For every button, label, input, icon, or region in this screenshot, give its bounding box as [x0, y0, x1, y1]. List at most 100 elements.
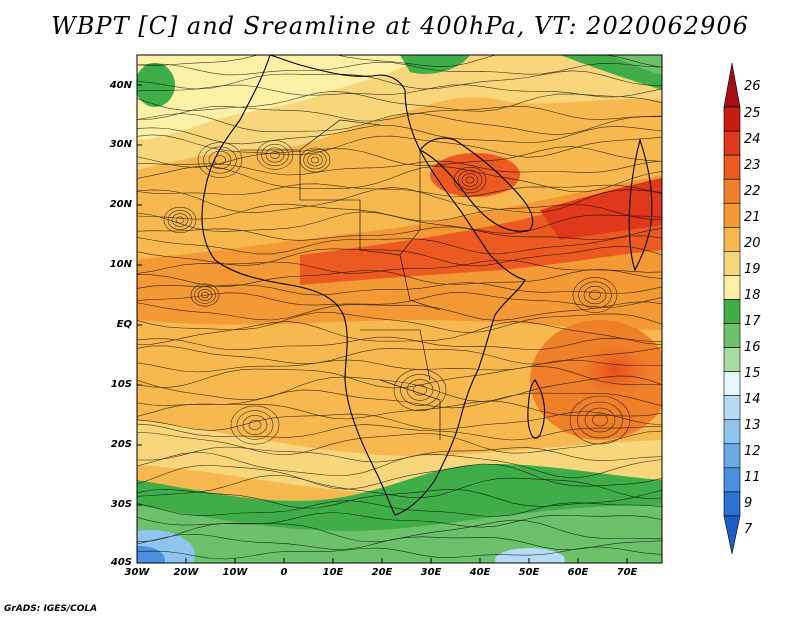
- colorbar-segment: [723, 467, 741, 493]
- lon-label: 20E: [371, 567, 393, 578]
- streamline: [137, 301, 662, 321]
- colorbar-label: 18: [744, 288, 761, 303]
- streamline-vortex: [310, 156, 320, 164]
- colorbar-label: 21: [744, 210, 761, 225]
- wbpt-hottest-band: [540, 178, 662, 240]
- colorbar: [723, 62, 741, 555]
- streamline-vortex: [577, 401, 623, 439]
- lat-label: 30S: [110, 499, 132, 510]
- streamline-vortex: [583, 285, 607, 305]
- streamline-vortex: [461, 173, 479, 187]
- streamline-vortex: [569, 395, 631, 445]
- streamline-vortex: [265, 147, 285, 163]
- madagascar-coastline: [527, 379, 546, 439]
- streamline: [137, 112, 662, 136]
- colorbar-segment: [723, 371, 741, 396]
- colorbar-label: 25: [744, 106, 761, 121]
- streamline-vortex: [406, 379, 434, 401]
- streamline: [137, 160, 662, 176]
- streamline-vortex: [197, 142, 243, 178]
- wbpt-cold-sw-core: [137, 546, 165, 563]
- wbpt-north-green-e2: [610, 55, 662, 75]
- streamline-vortex: [270, 151, 280, 159]
- wbpt-cold-s: [495, 548, 565, 563]
- lat-label: EQ: [116, 319, 132, 330]
- streamline: [137, 84, 662, 98]
- plot-title: WBPT [C] and Sreamline at 400hPa, VT: 20…: [51, 12, 749, 40]
- streamline: [137, 183, 662, 198]
- streamline: [137, 125, 662, 145]
- colorbar-segment: [723, 299, 741, 324]
- wbpt-north-palest: [137, 55, 420, 140]
- streamline-vortex: [256, 140, 294, 170]
- colorbar-label: 15: [744, 366, 761, 381]
- streamline: [137, 282, 662, 296]
- streamline: [137, 226, 662, 241]
- lat-label: 40S: [110, 557, 132, 568]
- streamline: [137, 488, 662, 509]
- streamline-vortex: [307, 153, 323, 167]
- colorbar-segment: [723, 419, 741, 445]
- streamline-vortex: [163, 206, 197, 234]
- streamline: [137, 245, 662, 267]
- streamline-vortex: [465, 176, 475, 184]
- streamline-vortex: [572, 277, 618, 313]
- wbpt-indian-ocean-core: [580, 345, 650, 395]
- streamline-vortex: [201, 291, 209, 299]
- colorbar-label: 26: [744, 79, 761, 94]
- colorbar-segment: [723, 275, 741, 300]
- colorbar-label: 9: [744, 496, 753, 511]
- colorbar-segment: [723, 62, 741, 108]
- streamline: [137, 451, 662, 479]
- lon-label: 30W: [124, 567, 150, 578]
- streamline: [137, 55, 662, 68]
- wbpt-north-green-c: [400, 55, 470, 75]
- streamline-vortex: [236, 410, 274, 440]
- streamline: [137, 411, 662, 431]
- streamline-vortex: [261, 143, 289, 167]
- streamline-vortex: [393, 368, 447, 412]
- lat-label: 40N: [109, 80, 132, 91]
- wbpt-hot-band: [300, 180, 662, 285]
- lon-label: 20W: [173, 567, 199, 578]
- streamline-vortex: [592, 413, 608, 427]
- streamline: [137, 359, 662, 373]
- plot-frame: [136, 54, 663, 564]
- streamline: [137, 365, 662, 389]
- streamline: [137, 423, 662, 441]
- colorbar-segment: [723, 443, 741, 469]
- streamline: [137, 512, 662, 528]
- colorbar-segment: [723, 202, 741, 228]
- streamline: [137, 90, 662, 112]
- lon-label: 0: [280, 567, 288, 578]
- streamline-vortex: [457, 170, 483, 190]
- streamline-vortex: [197, 289, 213, 301]
- streamline: [137, 105, 662, 122]
- lat-label: 20S: [110, 439, 132, 450]
- lon-label: 10E: [322, 567, 344, 578]
- streamline: [137, 259, 662, 274]
- coastlines: [201, 55, 653, 516]
- colorbar-label: 7: [744, 522, 753, 537]
- lon-label: 70E: [616, 567, 638, 578]
- streamline-vortex: [248, 419, 262, 431]
- lat-label: 20N: [109, 199, 132, 210]
- lat-label: 30N: [109, 139, 132, 150]
- lat-label: 10N: [109, 259, 132, 270]
- colorbar-segment: [723, 395, 741, 421]
- streamline-vortex: [208, 150, 232, 170]
- streamline: [137, 70, 662, 90]
- streamline-vortex: [230, 405, 280, 445]
- colorbar-label: 22: [744, 184, 761, 199]
- streamline-vortex: [203, 146, 237, 174]
- streamline: [137, 312, 662, 334]
- streamline: [137, 463, 662, 490]
- streamline: [137, 336, 662, 351]
- colorbar-label: 23: [744, 158, 761, 173]
- streamline-vortex: [175, 216, 185, 224]
- streamline: [137, 446, 662, 463]
- colorbar-segment: [723, 106, 741, 132]
- streamline: [137, 61, 662, 76]
- lon-label: 50E: [518, 567, 540, 578]
